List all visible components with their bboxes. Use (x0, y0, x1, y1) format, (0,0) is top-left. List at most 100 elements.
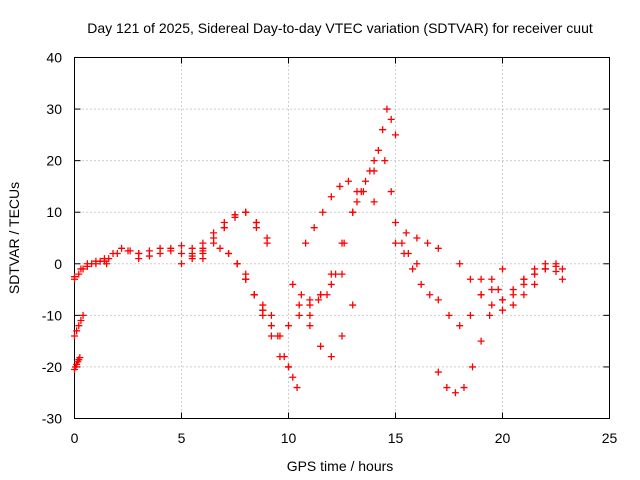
series-arc-w (392, 239, 442, 304)
data-point (409, 265, 417, 273)
data-point (370, 167, 378, 175)
data-point (302, 239, 310, 247)
data-point (327, 193, 335, 201)
data-point (552, 260, 560, 268)
data-point (280, 353, 288, 361)
y-tick-label: -10 (42, 307, 62, 323)
data-point (477, 275, 485, 283)
data-point (263, 239, 271, 247)
data-point (402, 229, 410, 237)
data-point (451, 389, 459, 397)
series-arc-j (216, 244, 267, 309)
data-point (317, 342, 325, 350)
data-point (103, 260, 111, 268)
data-point (113, 249, 121, 257)
data-point (541, 265, 549, 273)
data-point (118, 244, 126, 252)
data-point (83, 260, 91, 268)
data-point (327, 270, 335, 278)
tick-labels: 0 5 10 15 20 25 -30 -20 -10 0 10 20 30 40 (42, 50, 618, 447)
data-point (156, 244, 164, 252)
series-arc-h (188, 208, 260, 263)
data-point (92, 257, 100, 265)
data-point (77, 317, 85, 325)
data-point (178, 260, 185, 268)
y-tick-label: 0 (54, 256, 62, 272)
data-point (520, 275, 528, 283)
data-point (400, 249, 408, 257)
data-point (327, 353, 335, 361)
data-point (220, 224, 228, 232)
data-point (167, 244, 175, 252)
x-tick-label: 25 (602, 430, 618, 446)
data-point (387, 115, 395, 123)
series-arc-z (445, 265, 506, 330)
series-arc-i (199, 208, 271, 257)
y-tick-label: 10 (46, 204, 62, 220)
data-point (370, 198, 378, 206)
data-point (338, 239, 346, 247)
data-point (338, 270, 346, 278)
data-point (250, 291, 258, 299)
data-point (434, 296, 442, 304)
y-tick-label: -20 (42, 359, 62, 375)
data-point (531, 280, 539, 288)
data-point (477, 337, 485, 345)
series-arc-aa (456, 260, 539, 314)
data-point (362, 177, 370, 185)
data-point (499, 265, 506, 273)
data-point (338, 332, 346, 340)
data-point (353, 198, 361, 206)
data-point (349, 208, 357, 216)
data-point (434, 244, 442, 252)
data-point (297, 291, 305, 299)
data-point (178, 242, 185, 250)
data-point (231, 211, 239, 219)
data-point (242, 270, 250, 278)
data-point (466, 311, 474, 319)
data-point (466, 275, 474, 283)
series-arc-y (434, 286, 502, 397)
data-point (413, 260, 421, 268)
data-point (374, 146, 382, 154)
x-tick-label: 15 (388, 430, 404, 446)
chart-title: Day 121 of 2025, Sidereal Day-to-day VTE… (87, 20, 593, 36)
data-point (426, 291, 434, 299)
series-arc-b (71, 311, 87, 340)
data-point (178, 249, 185, 257)
data-point (75, 270, 83, 278)
grid-lines (74, 57, 610, 419)
data-point (310, 224, 318, 232)
data-points (71, 105, 566, 397)
series-arc-a (71, 354, 84, 374)
data-point (344, 177, 352, 185)
data-point (494, 286, 502, 294)
series-arc-r (302, 177, 361, 247)
data-point (488, 286, 496, 294)
axis-ticks (74, 57, 610, 419)
data-point (477, 291, 485, 299)
x-tick-label: 5 (178, 430, 186, 446)
data-point (274, 332, 282, 340)
series-arc-t (349, 157, 378, 216)
data-point (75, 322, 83, 330)
series-arc-u (370, 105, 399, 175)
data-point (267, 322, 275, 330)
y-tick-label: 20 (46, 153, 62, 169)
x-axis-title: GPS time / hours (287, 458, 394, 474)
data-point (79, 311, 87, 319)
data-point (370, 157, 378, 165)
data-point (252, 224, 260, 232)
data-point (443, 384, 451, 392)
data-point (552, 268, 560, 276)
data-point (285, 322, 292, 330)
data-point (124, 247, 132, 255)
data-point (323, 291, 331, 299)
series-arc-e (103, 247, 207, 268)
data-point (242, 208, 250, 216)
data-point (486, 311, 494, 319)
data-point (314, 296, 322, 304)
data-point (188, 255, 196, 263)
data-point (295, 311, 303, 319)
data-point (71, 273, 78, 281)
